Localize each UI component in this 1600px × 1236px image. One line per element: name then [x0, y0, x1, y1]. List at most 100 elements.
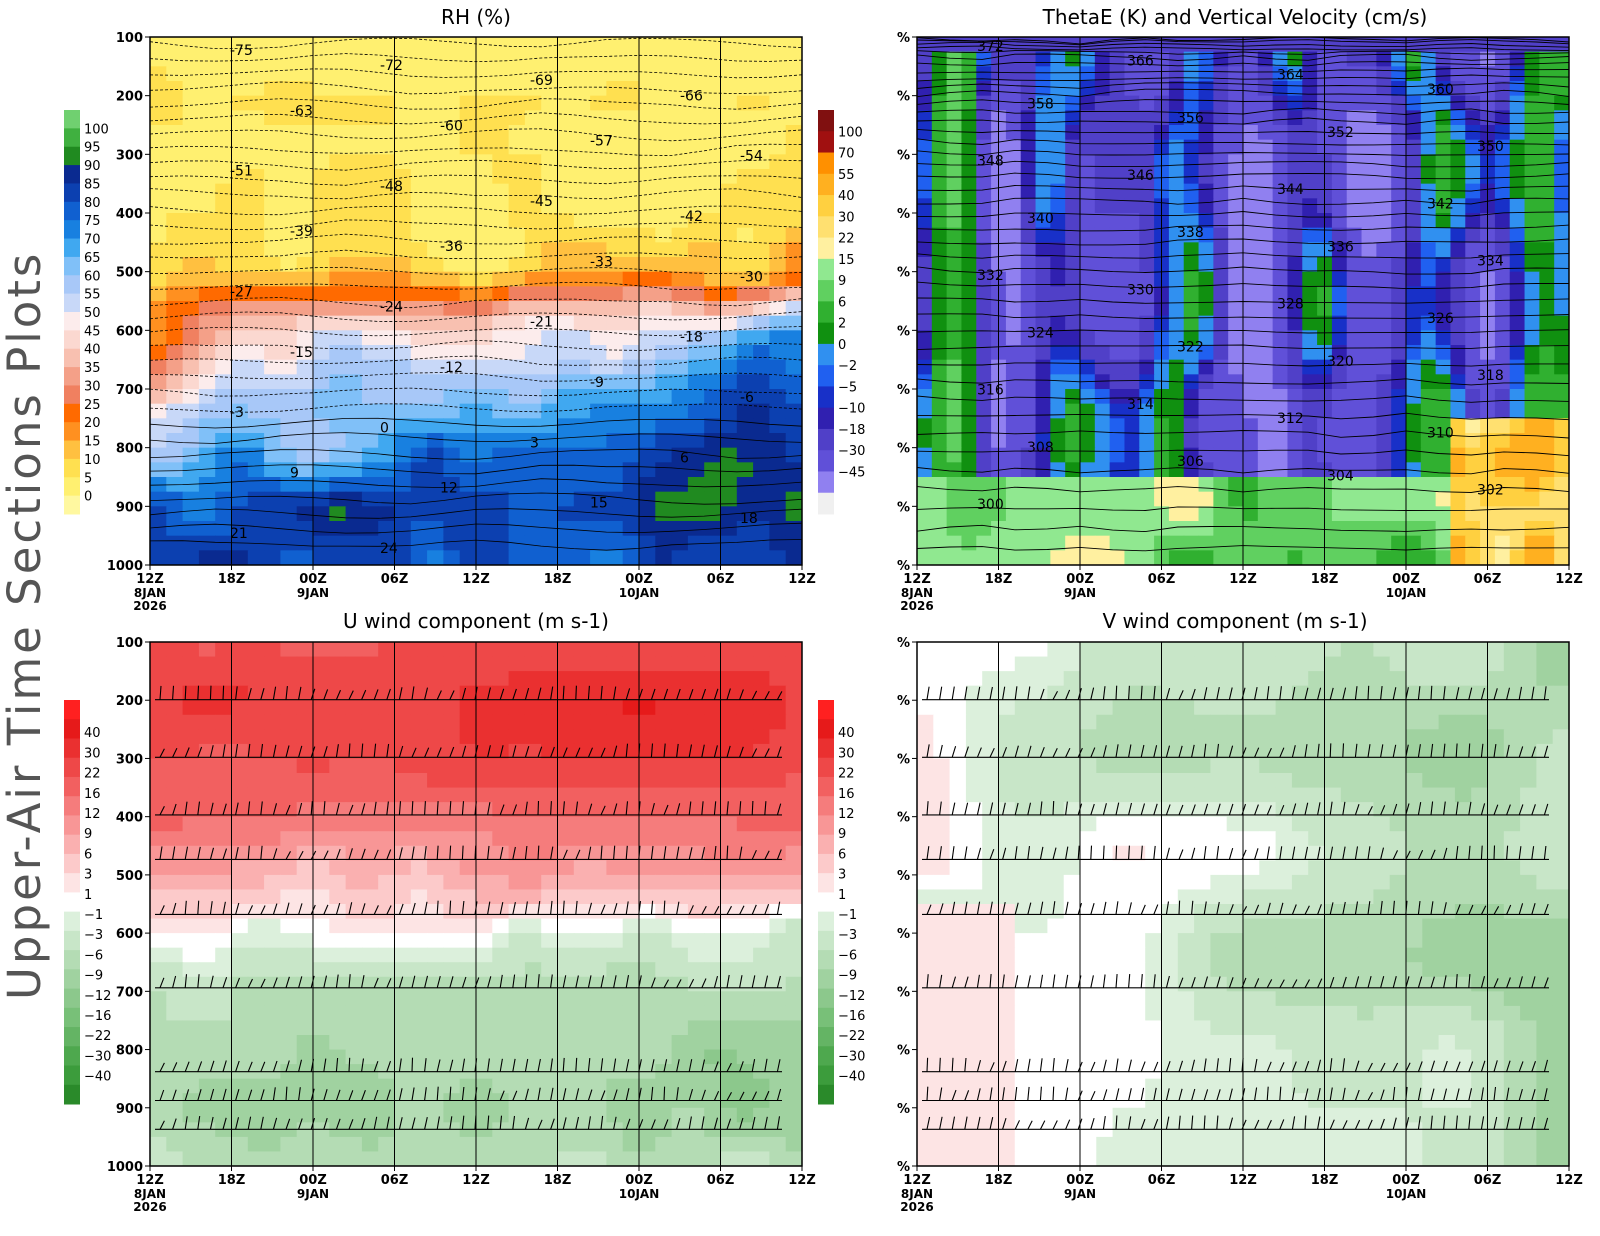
- vertical-velocity-cell: [1435, 110, 1452, 126]
- rh-cell: [606, 462, 624, 478]
- vertical-velocity-cell: [1094, 51, 1111, 67]
- u-wind-cell: [573, 962, 591, 978]
- rh-cell: [329, 477, 347, 493]
- rh-cell: [736, 257, 754, 273]
- u-wind-cell: [492, 947, 510, 963]
- vertical-velocity-cell: [1139, 315, 1155, 331]
- vertical-velocity-cell: [1331, 110, 1348, 126]
- u-wind-cell: [606, 1078, 624, 1094]
- rh-cell: [361, 447, 379, 463]
- u-wind-cell: [231, 1078, 249, 1094]
- rh-cell: [166, 198, 184, 214]
- vertical-velocity-cell: [1287, 462, 1303, 478]
- rh-cell: [313, 257, 330, 273]
- u-wind-cell: [410, 947, 428, 963]
- vertical-velocity-cell: [1035, 198, 1051, 214]
- u-wind-cell: [557, 700, 575, 716]
- rh-cell: [345, 521, 363, 537]
- colorbar-swatch: [64, 110, 80, 129]
- u-wind-cell: [492, 642, 510, 658]
- vertical-velocity-cell: [1554, 227, 1569, 243]
- u-wind-cell: [704, 962, 722, 978]
- vertical-velocity-cell: [917, 418, 933, 434]
- rh-cell: [736, 154, 754, 170]
- wind-barb: [172, 747, 178, 758]
- u-wind-cell: [655, 918, 673, 934]
- u-wind-cell: [166, 874, 184, 891]
- rh-cell: [622, 389, 640, 405]
- rh-cell: [671, 330, 689, 346]
- rh-cell: [313, 506, 330, 522]
- vertical-velocity-cell: [1080, 66, 1096, 82]
- u-wind-cell: [459, 671, 477, 687]
- vertical-velocity-cell: [961, 433, 977, 449]
- u-wind-cell: [150, 758, 167, 774]
- rh-cell: [280, 242, 298, 258]
- u-wind-cell: [769, 714, 787, 730]
- vertical-velocity-cell: [1494, 433, 1511, 449]
- u-wind-cell: [264, 1035, 281, 1051]
- rh-cell: [769, 227, 787, 243]
- wind-barb: [373, 743, 377, 758]
- vertical-velocity-cell: [1257, 183, 1274, 199]
- vertical-velocity-cell: [1376, 286, 1392, 302]
- u-wind-cell: [410, 845, 428, 861]
- rh-cell: [410, 550, 428, 565]
- wind-barb: [222, 685, 225, 700]
- vertical-velocity-cell: [1124, 110, 1140, 126]
- u-wind-cell: [427, 685, 444, 701]
- wind-barb: [638, 801, 641, 815]
- rh-cell: [394, 462, 412, 478]
- vertical-velocity-cell: [1094, 95, 1111, 111]
- rh-cell: [150, 139, 167, 155]
- rh-cell: [394, 198, 412, 214]
- vertical-velocity-cell: [1094, 491, 1111, 507]
- u-wind-cell: [198, 976, 216, 992]
- u-wind-cell: [231, 947, 249, 963]
- wind-barb: [537, 687, 542, 700]
- u-wind-cell: [313, 1107, 330, 1123]
- u-wind-cell: [590, 831, 607, 847]
- rh-cell: [361, 198, 379, 214]
- rh-cell: [215, 345, 233, 361]
- vertical-velocity-cell: [1243, 51, 1259, 67]
- vertical-velocity-cell: [1198, 242, 1214, 258]
- vertical-velocity-cell: [1228, 374, 1244, 390]
- u-wind-cell: [720, 860, 738, 876]
- rh-cell: [313, 125, 330, 141]
- u-wind-cell: [247, 787, 265, 803]
- vertical-velocity-cell: [1450, 389, 1466, 405]
- vertical-velocity-cell: [961, 95, 977, 111]
- rh-cell: [573, 37, 591, 53]
- u-wind-cell: [769, 729, 787, 745]
- u-wind-cell: [753, 976, 770, 992]
- u-wind-cell: [296, 1136, 314, 1153]
- vertical-velocity-cell: [931, 433, 948, 449]
- vertical-velocity-cell: [1213, 491, 1229, 507]
- rh-cell: [785, 359, 802, 375]
- vertical-velocity-cell: [1406, 315, 1422, 331]
- u-wind-cell: [231, 1136, 249, 1153]
- vertical-velocity-cell: [1406, 81, 1422, 97]
- vertical-velocity-cell: [1509, 271, 1526, 287]
- rh-cell: [639, 506, 656, 522]
- vertical-velocity-cell: [1465, 477, 1481, 493]
- u-wind-cell: [704, 1035, 722, 1051]
- vertical-velocity-cell: [946, 345, 963, 361]
- u-wind-cell: [785, 1136, 802, 1153]
- u-wind-cell: [687, 1107, 705, 1123]
- rh-cell: [736, 242, 754, 258]
- vertical-velocity-cell: [1376, 535, 1392, 551]
- temperature-contour-label: -6: [740, 390, 754, 406]
- u-wind-cell: [394, 1136, 412, 1153]
- u-wind-cell: [590, 947, 607, 963]
- u-wind-cell: [492, 1005, 510, 1022]
- rh-cell: [687, 330, 705, 346]
- u-wind-cell: [378, 976, 396, 992]
- u-wind-cell: [753, 773, 770, 789]
- vertical-velocity-cell: [1302, 95, 1318, 111]
- rh-cell: [590, 521, 607, 537]
- rh-cell: [590, 183, 607, 199]
- rh-cell: [476, 521, 493, 537]
- vertical-velocity-cell: [1005, 491, 1022, 507]
